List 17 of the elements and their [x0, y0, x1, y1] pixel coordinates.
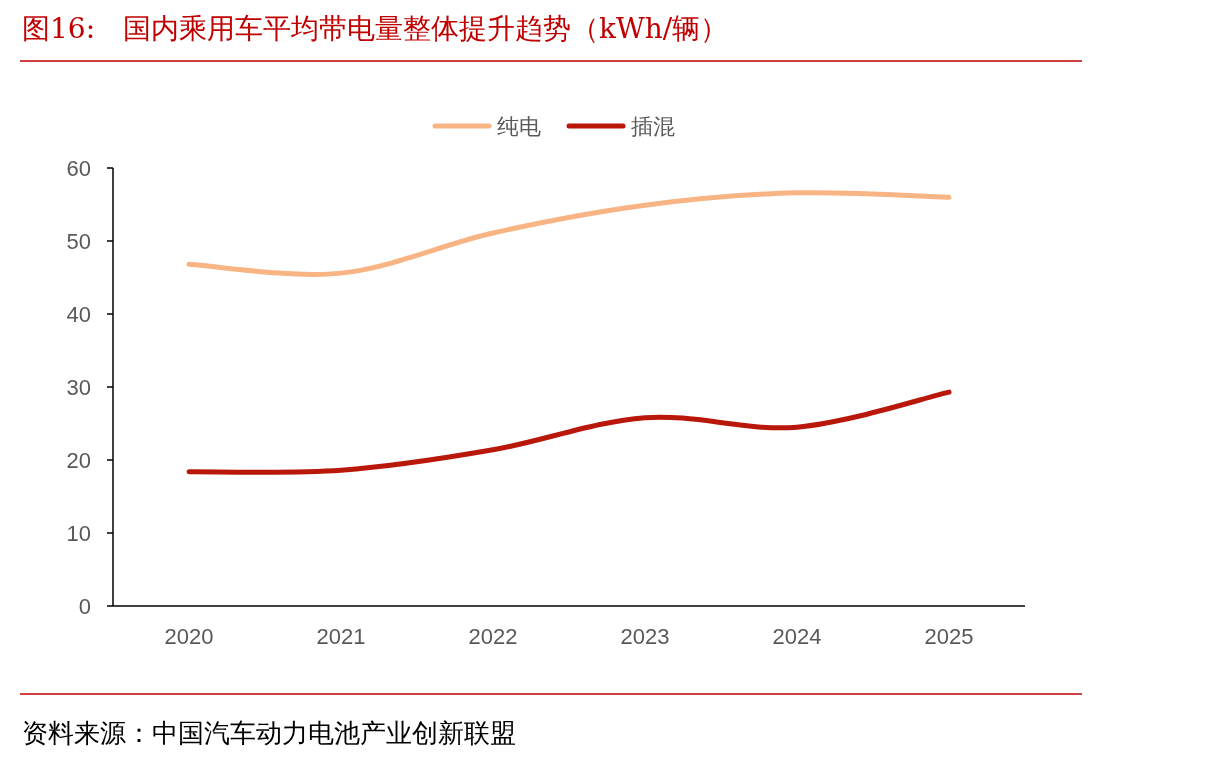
y-tick-label: 10 [66, 521, 91, 546]
y-tick-label: 0 [78, 594, 91, 619]
x-tick-label: 2021 [316, 624, 366, 649]
annotation: 资料来源：中国汽车动力电池产业创新联盟 [22, 718, 516, 748]
y-tick-label: 30 [66, 375, 91, 400]
x-tick-label: 2020 [164, 624, 214, 649]
y-tick-label: 20 [66, 448, 91, 473]
y-tick-label: 60 [66, 156, 91, 181]
x-tick-label: 2024 [772, 624, 822, 649]
legend-label: 插混 [631, 114, 675, 139]
x-tick-label: 2022 [468, 624, 518, 649]
title: 图16: 国内乘用车平均带电量整体提升趋势（kWh/辆） [22, 12, 729, 45]
legend-label: 纯电 [497, 114, 541, 139]
y-tick-label: 40 [66, 302, 91, 327]
x-tick-label: 2023 [620, 624, 670, 649]
y-tick-label: 50 [66, 229, 91, 254]
x-tick-label: 2025 [924, 624, 974, 649]
